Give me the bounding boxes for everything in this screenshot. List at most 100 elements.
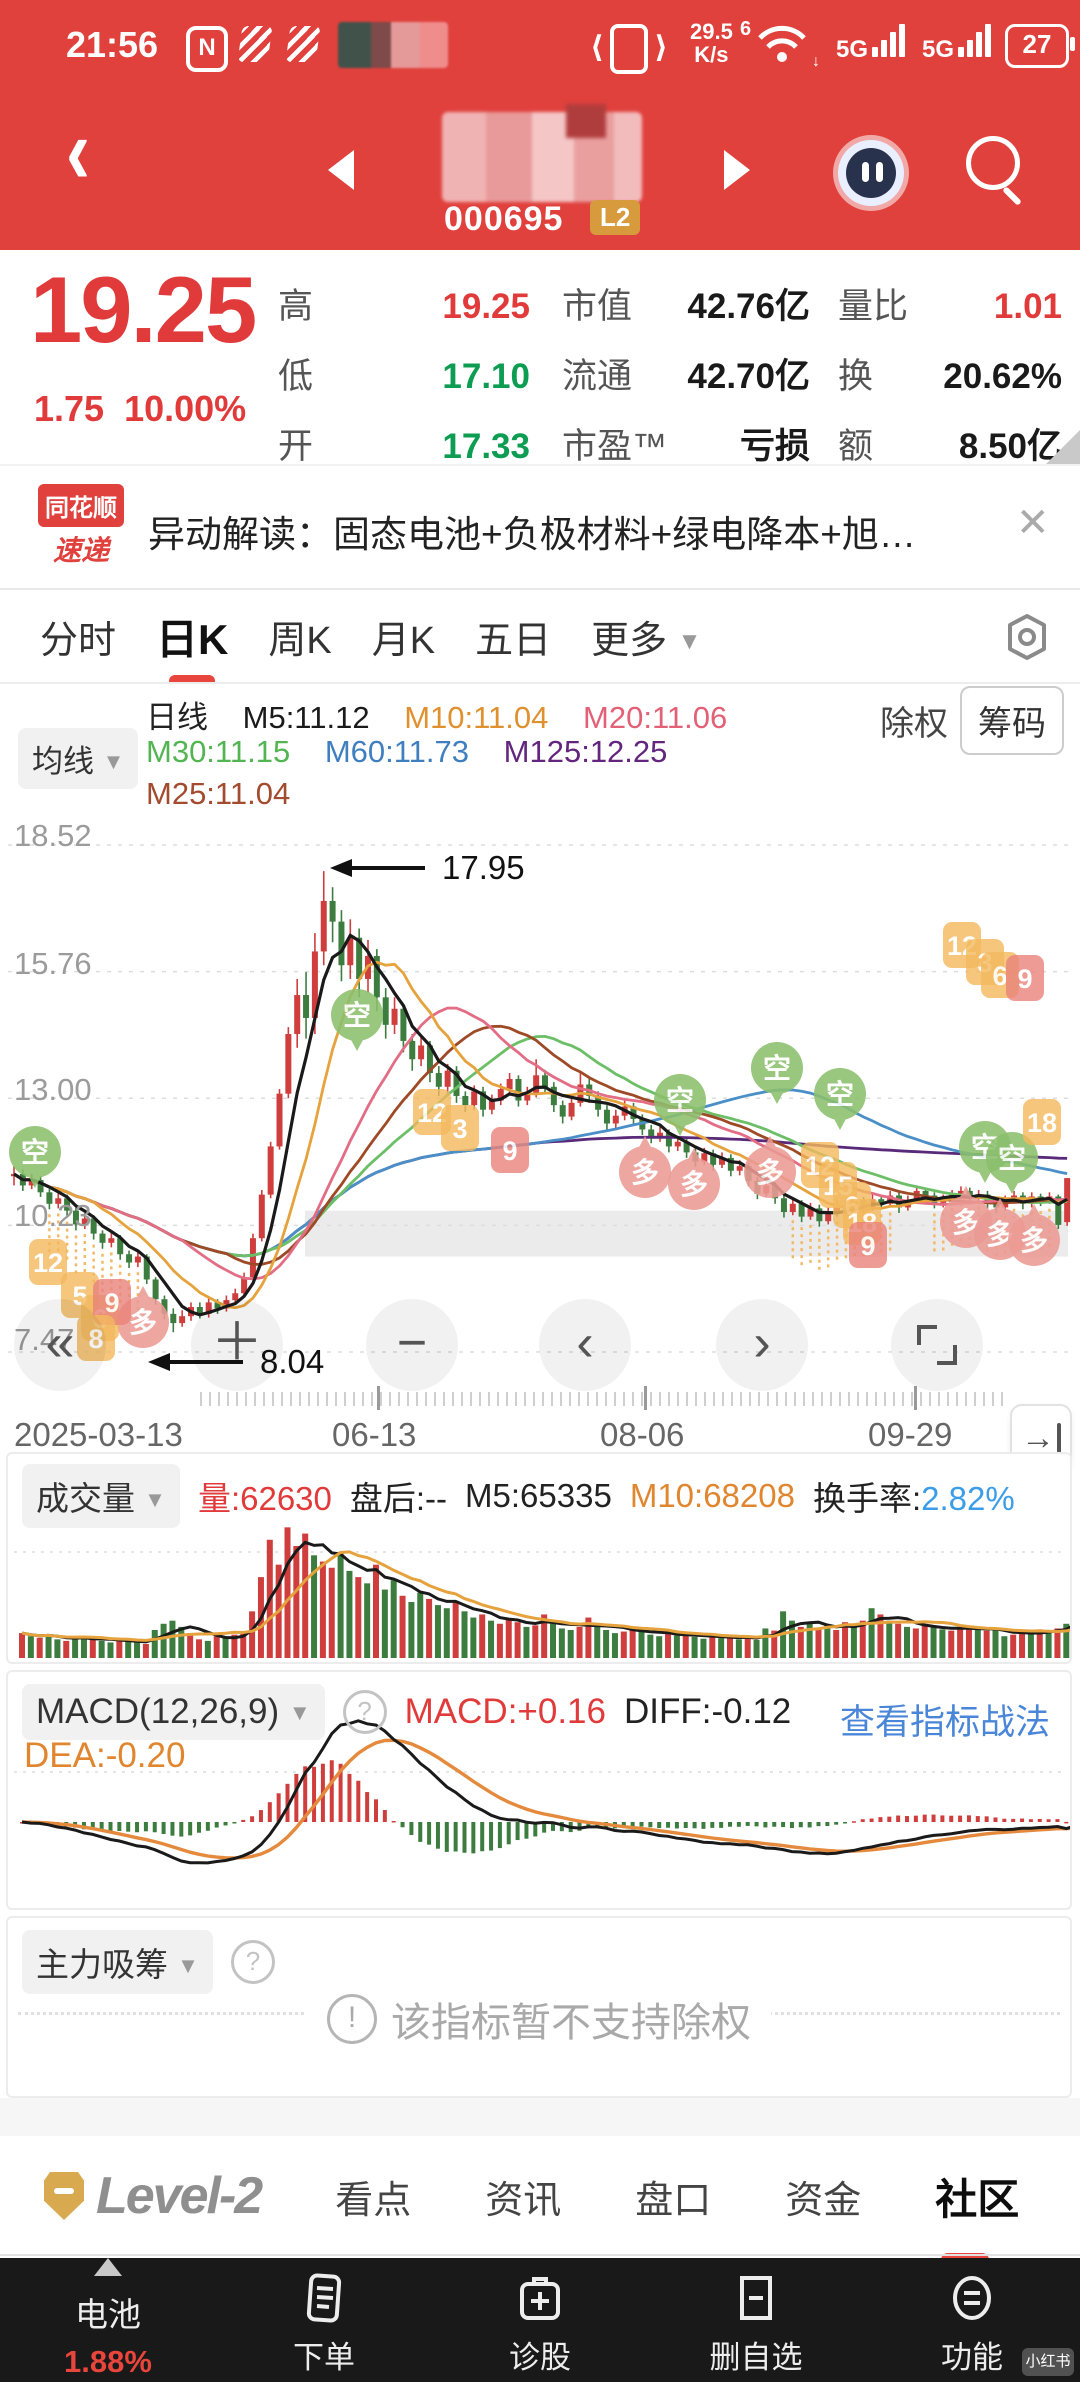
kline-chart-area[interactable]: 空空空空空空空多多多多多多多12569812391236912156189181…	[0, 810, 1080, 1395]
nav-item-functions[interactable]: 功能	[864, 2258, 1080, 2382]
tab-kandian[interactable]: 看点	[335, 2179, 412, 2222]
candle	[37, 1179, 44, 1193]
pan-right-button[interactable]: ›	[716, 1299, 808, 1391]
section-gap	[0, 2098, 1080, 2136]
svg-text:3: 3	[452, 1114, 467, 1144]
candle	[683, 1141, 690, 1153]
next-stock-button[interactable]	[724, 150, 750, 190]
ruler-major-tick	[914, 1386, 917, 1410]
candle	[471, 1091, 478, 1106]
tab-pankou[interactable]: 盘口	[635, 2179, 712, 2222]
candle	[780, 1198, 787, 1213]
candle	[789, 1203, 796, 1213]
macd-panel[interactable]: MACD(12,26,9) ▼ ? MACD:+0.16 DIFF:-0.12 …	[6, 1670, 1072, 1910]
tab-more[interactable]: 更多 ▼	[591, 619, 702, 662]
pan-left-fast-button[interactable]: «	[14, 1299, 106, 1391]
gear-icon[interactable]	[1002, 612, 1052, 667]
candle	[878, 1199, 885, 1204]
nav-item-remove-watchlist[interactable]: 删自选	[648, 2258, 864, 2382]
pan-left-button[interactable]: ‹	[539, 1299, 631, 1391]
volume-panel[interactable]: 成交量 ▼ 量:62630 盘后:-- M5:65335 M10:68208 换…	[6, 1452, 1072, 1664]
status-bar: 21:56 N 29.5K/s 6 ↓ 5G 5G 27	[0, 0, 1080, 84]
candle	[674, 1141, 681, 1147]
volume-header: 成交量 ▼ 量:62630 盘后:-- M5:65335 M10:68208 换…	[22, 1464, 1015, 1528]
functions-icon	[864, 2272, 1080, 2324]
zoom-out-button[interactable]: −	[366, 1299, 458, 1391]
tab-news[interactable]: 资讯	[485, 2179, 562, 2222]
svg-text:多: 多	[129, 1307, 157, 1338]
candle	[568, 1102, 575, 1117]
fullscreen-button[interactable]	[891, 1299, 983, 1391]
svg-text:18: 18	[1027, 1108, 1057, 1138]
tab-weekly-k[interactable]: 周K	[268, 619, 332, 662]
strategy-link[interactable]: 查看指标战法	[839, 1703, 1050, 1742]
candle	[258, 1194, 265, 1239]
back-button[interactable]: ‹	[66, 100, 90, 204]
dea-line	[21, 1738, 1070, 1860]
price-annotation: 17.95	[330, 849, 525, 886]
kline-chart[interactable]: 空空空空空空空多多多多多多多12569812391236912156189181…	[0, 810, 1080, 1395]
signal-badge: 18	[1023, 1099, 1061, 1145]
expand-quote-handle[interactable]	[1046, 430, 1080, 464]
candle	[99, 1233, 106, 1243]
candle	[276, 1093, 283, 1147]
nav-item-sector[interactable]: 电池 1.88%	[0, 2258, 216, 2382]
svg-text:空: 空	[826, 1078, 854, 1110]
svg-text:空: 空	[666, 1084, 694, 1116]
quote-col1-values: 19.25 17.10 17.33	[442, 287, 530, 466]
help-icon[interactable]: ?	[230, 1940, 275, 1984]
chevron-down-icon: ▼	[288, 1700, 311, 1725]
macd-indicator-button[interactable]: MACD(12,26,9) ▼	[22, 1684, 325, 1740]
battery-indicator: 27	[1005, 24, 1075, 68]
exrights-toggle[interactable]: 除权	[880, 705, 948, 743]
macd-chart[interactable]	[8, 1672, 1070, 1908]
volume-chart[interactable]	[8, 1510, 1070, 1660]
candle	[515, 1078, 522, 1101]
main-force-panel[interactable]: 主力吸筹 ▼ ? ! 该指标暂不支持除权	[6, 1916, 1072, 2098]
svg-text:多: 多	[756, 1157, 784, 1188]
candle	[28, 1179, 35, 1186]
tab-daily-k[interactable]: 日K	[156, 606, 228, 667]
help-icon[interactable]: ?	[342, 1690, 387, 1734]
candle	[400, 1008, 407, 1041]
nav-item-diagnose[interactable]: 诊股	[432, 2258, 648, 2382]
chip-distribution-button[interactable]: 筹码	[960, 686, 1064, 755]
volume-indicator-button[interactable]: 成交量 ▼	[22, 1464, 180, 1528]
ai-assistant-icon[interactable]	[838, 140, 904, 206]
candle	[710, 1153, 717, 1165]
tab-five-day[interactable]: 五日	[475, 619, 552, 662]
svg-text:12: 12	[33, 1248, 63, 1278]
chevron-down-icon: ▼	[144, 1487, 166, 1512]
candle	[665, 1132, 672, 1147]
alert-banner[interactable]: 同花顺 速递 异动解读：固态电池+负极材料+绿电降本+旭… ✕	[0, 464, 1080, 590]
search-icon[interactable]	[966, 136, 1020, 190]
prev-stock-button[interactable]	[328, 150, 354, 190]
candle	[533, 1075, 540, 1094]
candle	[506, 1078, 513, 1090]
candle	[170, 1313, 177, 1324]
candle	[719, 1157, 725, 1165]
candle	[418, 1045, 425, 1060]
main-force-indicator-button[interactable]: 主力吸筹 ▼	[22, 1930, 213, 1994]
close-icon[interactable]: ✕	[1016, 501, 1050, 545]
candle	[338, 921, 345, 966]
tab-fenshi[interactable]: 分时	[40, 619, 117, 662]
signal-badge: 空	[814, 1068, 866, 1130]
zoom-in-button[interactable]: ＋	[191, 1299, 283, 1391]
candle	[223, 1300, 230, 1309]
signal-badge: 多	[668, 1148, 720, 1210]
watermark: 小红书	[1022, 2348, 1074, 2376]
tab-funds[interactable]: 资金	[785, 2179, 862, 2222]
ma-values-row2: M30:11.15 M60:11.73 M125:12.25	[146, 734, 668, 769]
bottom-tab-bar: Level-2 看点 资讯 盘口 资金 社区	[0, 2136, 1080, 2267]
signal-badge: 8	[77, 1315, 115, 1361]
stock-code: 000695	[444, 200, 564, 238]
candle	[426, 1045, 433, 1074]
nav-item-order[interactable]: 下单	[216, 2258, 432, 2382]
tab-monthly-k[interactable]: 月K	[371, 619, 436, 662]
tab-community[interactable]: 社区	[935, 2166, 1019, 2267]
tab-level2[interactable]: Level-2	[44, 2166, 263, 2226]
ma-selector-button[interactable]: 均线 ▼	[18, 728, 139, 789]
quote-panel[interactable]: 19.25 1.75 10.00% 高低开 19.25 17.10 17.33 市值…	[0, 250, 1080, 466]
